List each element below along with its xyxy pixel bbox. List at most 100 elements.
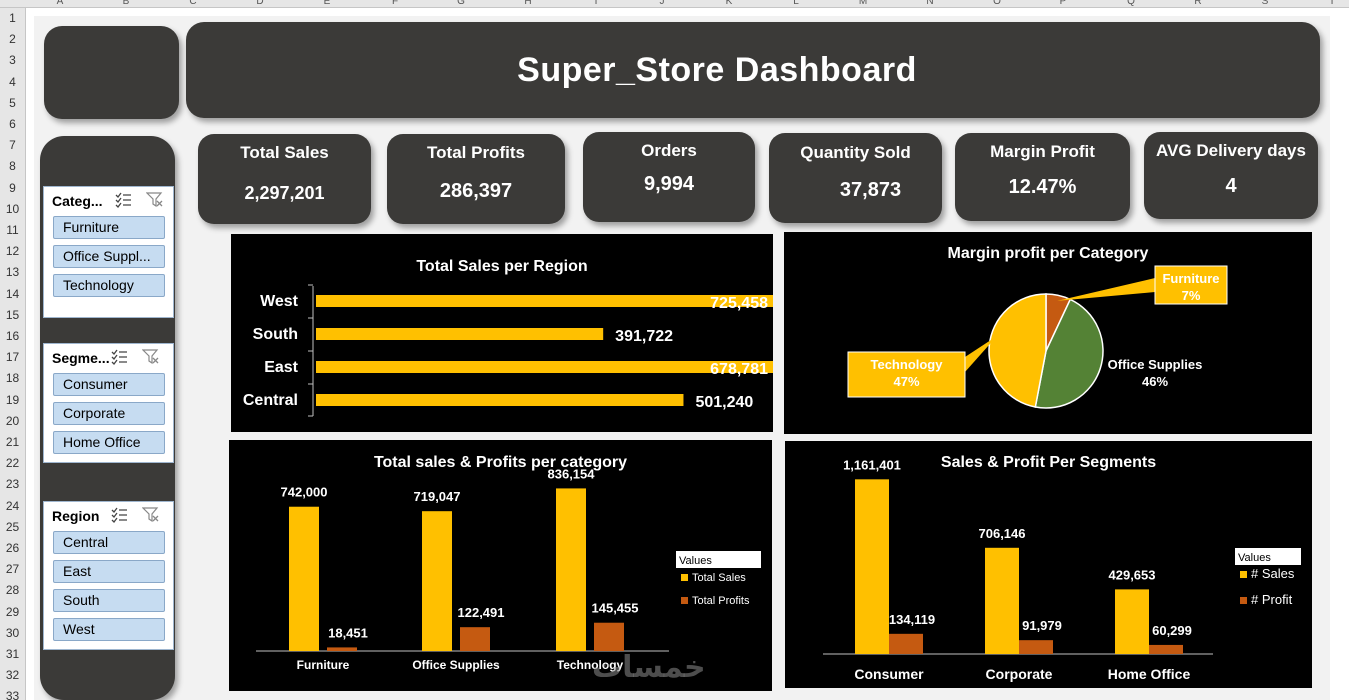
slicer-header: Segme... [44,344,173,370]
slicer-item[interactable]: Consumer [53,373,165,396]
slicer-item-list: Furniture Office Suppl... Technology [44,216,173,297]
column-header-H[interactable]: H [524,0,532,7]
row-header-17[interactable]: 17 [5,350,20,365]
slicer-item[interactable]: West [53,618,165,641]
chart-sales-profit-per-category[interactable]: 742,000 18,451 Furniture 719,047 122,491 Offi… [229,440,772,691]
column-header-S[interactable]: S [1261,0,1269,7]
legend-label: # Sales [1251,566,1295,581]
clear-filter-icon[interactable] [141,349,160,365]
slicer-item[interactable]: Central [53,531,165,554]
row-header-10[interactable]: 10 [5,201,20,216]
category-label: Furniture [297,658,350,672]
multi-select-icon[interactable] [114,192,132,208]
column-header-T[interactable]: T [1328,0,1336,7]
data-label: 678,781 [710,361,768,378]
row-header-8[interactable]: 8 [9,159,16,174]
row-header-3[interactable]: 3 [9,53,16,68]
row-header-31[interactable]: 31 [5,647,20,661]
row-header-4[interactable]: 4 [9,74,16,89]
multi-select-icon[interactable] [110,349,128,365]
column-header-L[interactable]: L [793,0,799,7]
slicer-item[interactable]: Corporate [53,402,165,425]
clear-filter-icon[interactable] [141,507,160,523]
column-header-B[interactable]: B [122,0,130,7]
row-header-11[interactable]: 11 [6,223,19,237]
row-header-21[interactable]: 21 [5,435,20,449]
row-header-2[interactable]: 2 [9,32,16,47]
column-header-F[interactable]: F [391,0,399,7]
multi-select-icon[interactable] [110,507,128,523]
category-label: South [253,326,298,343]
row-header-13[interactable]: 13 [5,265,20,280]
bar [460,627,490,651]
row-header-24[interactable]: 24 [5,498,20,513]
row-header-20[interactable]: 20 [5,413,20,428]
row-header-16[interactable]: 16 [5,329,20,343]
row-header-18[interactable]: 18 [5,371,20,386]
row-header-7[interactable]: 7 [9,138,16,153]
chart-sales-profit-per-segment[interactable]: 1,161,401 134,119 Consumer 706,146 91,979 Cor… [785,441,1312,688]
row-header-6[interactable]: 6 [9,117,16,131]
row-header-29[interactable]: 29 [5,604,20,619]
slicer-category[interactable]: Categ... Furniture Office Suppl... Technol… [43,186,174,318]
chart-sales-per-region[interactable]: West 725,458 South 391,722 East 678,781 Centra… [231,234,773,432]
slicer-item[interactable]: Technology [53,274,165,297]
kpi-label: Quantity Sold [800,143,911,162]
pie-slice [1034,298,1104,409]
column-header-J[interactable]: J [659,0,665,7]
data-label: 1,161,401 [843,457,901,472]
row-header-32[interactable]: 32 [5,668,20,683]
slicer-segment[interactable]: Segme... Consumer Corporate Home Office [43,343,174,463]
slicer-title: Categ... [52,193,103,209]
column-header-O[interactable]: O [993,0,1001,7]
row-header-33[interactable]: 33 [5,689,20,700]
slicer-item[interactable]: Furniture [53,216,165,239]
row-header-28[interactable]: 28 [5,583,20,598]
column-header-P[interactable]: P [1059,0,1067,7]
column-header-N[interactable]: N [926,0,934,7]
row-header-5[interactable]: 5 [9,95,16,110]
row-header-15[interactable]: 15 [5,307,20,322]
column-header-R[interactable]: R [1194,0,1202,7]
row-header-22[interactable]: 22 [5,456,20,471]
chart-svg: 742,000 18,451 Furniture 719,047 122,491 Offi… [256,466,761,672]
data-label: 501,240 [695,394,753,411]
column-header-K[interactable]: K [725,0,733,7]
category-label: Corporate [986,666,1053,682]
slicer-item[interactable]: Office Suppl... [53,245,165,268]
column-header-M[interactable]: M [858,0,868,7]
kpi-value: 286,397 [439,180,513,202]
row-header-19[interactable]: 19 [5,392,20,407]
bar [316,361,773,373]
slicer-item-list: Central East South West [44,531,173,641]
column-header-I[interactable]: I [594,0,598,7]
bar [556,488,586,651]
chart-margin-per-category[interactable]: Furniture 7% Office Supplies 46% Technology 4… [784,232,1312,434]
slicer-region[interactable]: Region Central East South West [43,501,174,650]
data-label: 391,722 [615,328,673,345]
legend-swatch [1240,597,1247,604]
column-header-E[interactable]: E [323,0,331,7]
clear-filter-icon[interactable] [145,192,164,208]
slice-value-label: 47% [893,374,919,389]
row-header-1[interactable]: 1 [9,11,16,25]
row-header-12[interactable]: 12 [5,244,20,259]
row-header-27[interactable]: 27 [5,562,20,577]
row-header-26[interactable]: 26 [5,541,20,555]
slicer-item[interactable]: Home Office [53,431,165,454]
row-header-25[interactable]: 25 [5,519,20,534]
column-header-C[interactable]: C [189,0,197,7]
bar [316,295,773,307]
category-label: Consumer [854,666,924,682]
column-header-A[interactable]: A [56,0,64,7]
row-header-9[interactable]: 9 [9,180,16,195]
slicer-item[interactable]: South [53,589,165,612]
column-header-D[interactable]: D [256,0,264,7]
row-header-30[interactable]: 30 [5,625,20,640]
column-header-Q[interactable]: Q [1127,0,1135,7]
slicer-item[interactable]: East [53,560,165,583]
row-header-14[interactable]: 14 [5,286,20,301]
row-header-23[interactable]: 23 [5,477,20,492]
column-header-G[interactable]: G [457,0,465,7]
